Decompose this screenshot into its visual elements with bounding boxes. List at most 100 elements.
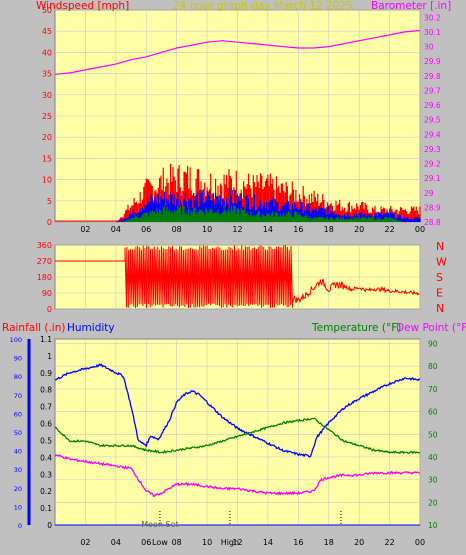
temperature-series: [54, 417, 421, 455]
humidity-series: [54, 363, 421, 458]
rain-y-tick: 0.6: [40, 420, 52, 429]
rain-y-tick: 0.2: [40, 487, 52, 496]
humidity-y-tick: 50: [14, 429, 22, 437]
humidity-y-tick: 90: [14, 355, 22, 363]
wind-x-tick: 16: [293, 225, 303, 234]
rain-y-tick: 0.9: [40, 369, 52, 378]
climate-x-tick: 18: [324, 538, 334, 547]
rain-y-tick: 1: [47, 352, 52, 361]
temperature-y-tick: 10: [428, 521, 438, 530]
temperature-y-tick: 60: [428, 408, 438, 417]
compass-label: N: [436, 302, 444, 315]
barometer-series: [54, 29, 421, 75]
barometer-y-tick: 30.1: [424, 28, 441, 37]
humidity-y-tick: 30: [14, 466, 22, 474]
wind-y-tick: 45: [42, 27, 52, 36]
climate-x-tick: 02: [80, 538, 90, 547]
direction-y-tick: 360: [37, 241, 52, 250]
temperature-y-tick: 20: [428, 498, 438, 507]
annotation-label: High: [221, 538, 239, 547]
barometer-y-tick: 29.1: [424, 174, 441, 183]
direction-y-tick: 270: [37, 257, 52, 266]
barometer-y-tick: 29.3: [424, 145, 441, 154]
wind-x-tick: 02: [80, 225, 90, 234]
temperature-y-tick: 50: [428, 430, 438, 439]
climate-x-tick: 08: [172, 538, 182, 547]
barometer-y-tick: 29.8: [424, 72, 441, 81]
direction-series: [55, 245, 420, 309]
climate-x-tick: 16: [293, 538, 303, 547]
rain-y-tick: 0: [47, 521, 52, 530]
wind-x-tick: 00: [415, 225, 425, 234]
wind-y-tick: 30: [42, 91, 52, 100]
wind-y-tick: 15: [42, 154, 52, 163]
rain-y-tick: 0.7: [40, 403, 52, 412]
chart-title: 24 hour graph day March 12 2025: [173, 0, 353, 12]
wind-y-tick: 0: [47, 218, 52, 227]
temperature-y-tick: 30: [428, 476, 438, 485]
rain-y-tick: 1.1: [40, 335, 52, 344]
humidity-y-tick: 60: [14, 410, 22, 418]
wind-y-tick: 25: [42, 112, 52, 121]
dewpoint-axis-label: Dew Point (°F): [396, 322, 466, 334]
temperature-y-tick: 80: [428, 362, 438, 371]
direction-y-tick: 180: [37, 273, 52, 282]
wind-y-tick: 35: [42, 70, 52, 79]
rain-y-tick: 0.5: [40, 436, 52, 445]
humidity-y-tick: 70: [14, 392, 22, 400]
wind-x-tick: 10: [202, 225, 212, 234]
rain-y-tick: 0.3: [40, 470, 52, 479]
barometer-axis-label: Barometer [.in]: [371, 0, 451, 12]
compass-label: E: [436, 287, 443, 300]
humidity-y-tick: 40: [14, 448, 22, 456]
climate-x-tick: 22: [384, 538, 394, 547]
humidity-y-tick: 80: [14, 373, 22, 381]
wind-y-tick: 5: [47, 197, 52, 206]
wind-x-tick: 08: [172, 225, 182, 234]
climate-x-tick: 00: [415, 538, 425, 547]
temperature-y-tick: 70: [428, 385, 438, 394]
wind-x-tick: 20: [354, 225, 364, 234]
humidity-y-tick: 0: [18, 522, 22, 530]
humidity-y-tick: 20: [14, 485, 22, 493]
barometer-y-tick: 28.9: [424, 203, 441, 212]
climate-x-tick: 04: [111, 538, 121, 547]
wind-y-tick: 20: [42, 133, 52, 142]
compass-label: N: [436, 240, 444, 253]
rain-y-tick: 0.4: [40, 453, 52, 462]
windspeed-axis-label: Windspeed [mph]: [36, 0, 129, 12]
wind-x-tick: 14: [263, 225, 273, 234]
rain-y-tick: 0.8: [40, 386, 52, 395]
barometer-y-tick: 28.8: [424, 218, 441, 227]
annotation-label: Moon Set: [141, 520, 178, 529]
wind-x-tick: 06: [141, 225, 151, 234]
rainfall-axis-label: Rainfall (.in): [2, 322, 65, 334]
wind-x-tick: 04: [111, 225, 121, 234]
climate-x-tick: 12: [232, 538, 242, 547]
barometer-y-tick: 29.6: [424, 101, 441, 110]
wind-x-tick: 12: [232, 225, 242, 234]
barometer-y-tick: 30.2: [424, 13, 441, 22]
climate-x-tick: 06: [141, 538, 151, 547]
climate-x-tick: 14: [263, 538, 273, 547]
annotation-label: Low: [152, 538, 168, 547]
barometer-y-tick: 29.9: [424, 57, 441, 66]
wind-x-tick: 22: [384, 225, 394, 234]
direction-y-tick: 0: [47, 305, 52, 314]
humidity-axis-label: Humidity: [67, 322, 115, 334]
climate-x-tick: 10: [202, 538, 212, 547]
direction-y-tick: 90: [42, 289, 52, 298]
humidity-y-tick: 100: [10, 336, 22, 344]
barometer-y-tick: 29.7: [424, 86, 441, 95]
temperature-y-tick: 90: [428, 340, 438, 349]
compass-label: W: [436, 256, 447, 269]
barometer-y-tick: 29: [424, 189, 434, 198]
wind-y-tick: 40: [42, 48, 52, 57]
compass-label: S: [436, 271, 443, 284]
barometer-y-tick: 29.2: [424, 160, 441, 169]
wind-y-tick: 10: [42, 176, 52, 185]
climate-x-tick: 20: [354, 538, 364, 547]
wind-x-tick: 18: [324, 225, 334, 234]
